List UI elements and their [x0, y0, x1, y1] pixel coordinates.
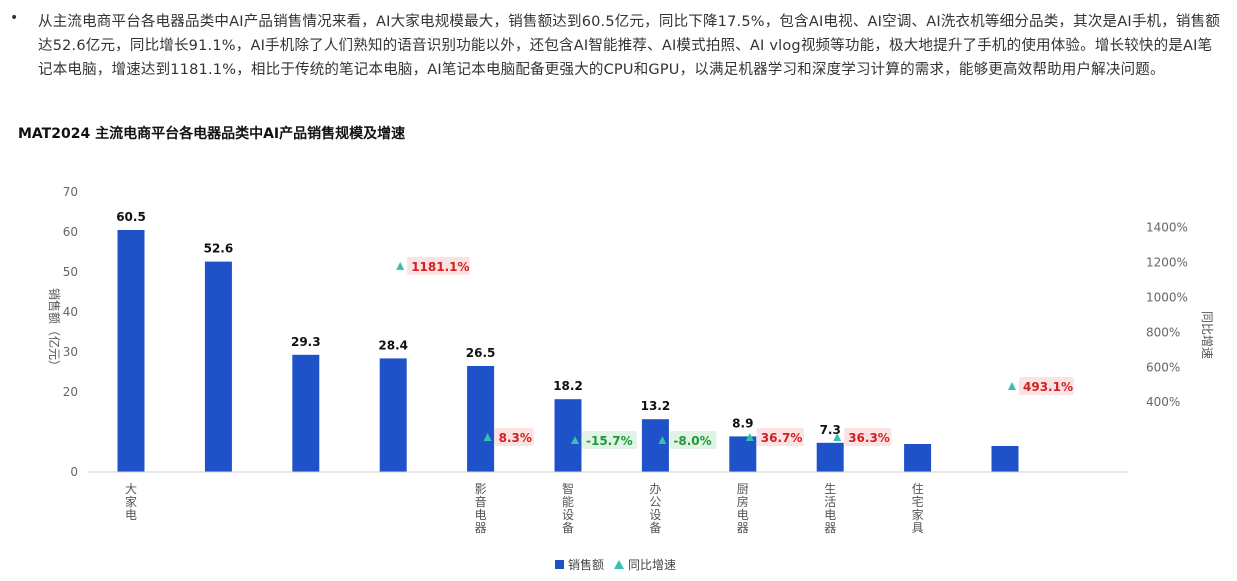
sales-data-label: 13.2 — [641, 399, 671, 413]
x-category-label: 设 — [562, 508, 574, 522]
sales-data-label: 28.4 — [378, 338, 408, 352]
y-tick-left: 30 — [63, 345, 78, 359]
growth-label-box — [582, 431, 637, 449]
sales-bar — [991, 446, 1019, 472]
growth-label-box — [844, 428, 892, 446]
sales-bar — [904, 444, 932, 472]
y-tick-left: 0 — [70, 465, 78, 479]
x-category-label: 活 — [824, 495, 836, 509]
growth-marker — [745, 433, 754, 441]
x-category-label: 器 — [824, 521, 836, 535]
x-category-label: 电 — [475, 508, 487, 522]
growth-data-label: 493.1% — [1023, 380, 1073, 394]
x-category-label: 电 — [737, 508, 749, 522]
x-category-label: 电 — [824, 508, 836, 522]
sales-bar — [816, 442, 844, 472]
sales-bar — [554, 399, 582, 472]
summary-text: 从主流电商平台各电器品类中AI产品销售情况来看，AI大家电规模最大，销售额达到6… — [38, 14, 1221, 78]
sales-data-label: 7.3 — [820, 423, 841, 437]
x-category-label: 生 — [824, 482, 836, 496]
x-category-label: 大 — [125, 482, 137, 496]
growth-marker — [483, 433, 492, 441]
sales-data-label: 29.3 — [291, 335, 321, 349]
growth-data-label: 36.3% — [848, 431, 890, 445]
y-axis-label-right: 同比增速 — [1200, 311, 1214, 359]
legend-triangle-swatch — [614, 560, 625, 569]
chart-legend: 销售额 同比增速 — [555, 556, 676, 573]
growth-data-label: -8.0% — [673, 434, 711, 448]
y-tick-right: 600% — [1146, 360, 1180, 374]
x-category-label: 智 — [562, 481, 574, 496]
sales-data-label: 52.6 — [204, 242, 234, 256]
sales-bar — [204, 261, 232, 472]
x-category-label: 公 — [649, 495, 661, 509]
growth-marker — [658, 436, 667, 444]
growth-label-box — [669, 431, 717, 449]
x-category-label: 器 — [475, 521, 487, 535]
growth-data-label: 36.7% — [761, 431, 803, 445]
x-category-label: 房 — [737, 494, 749, 509]
y-tick-right: 1200% — [1146, 256, 1188, 270]
x-category-label: 具 — [912, 521, 924, 535]
sales-bar — [292, 354, 320, 472]
x-category-label: 厨 — [737, 482, 749, 496]
y-tick-left: 50 — [63, 265, 78, 279]
x-category-label: 家 — [912, 507, 924, 522]
legend-bar-swatch — [555, 560, 564, 569]
growth-label-box — [756, 428, 804, 446]
growth-label-box — [1019, 376, 1074, 395]
x-category-label: 宅 — [912, 494, 924, 509]
sales-data-label: 18.2 — [553, 379, 583, 393]
sales-bar — [641, 419, 669, 472]
sales-data-label: 60.5 — [116, 210, 146, 224]
chart-title: MAT2024 主流电商平台各电器品类中AI产品销售规模及增速 — [18, 126, 406, 142]
x-category-label: 影 — [475, 482, 487, 496]
y-tick-left: 70 — [63, 185, 78, 199]
growth-data-label: 1181.1% — [411, 260, 469, 274]
summary-paragraph: • 从主流电商平台各电器品类中AI产品销售情况来看，AI大家电规模最大，销售额达… — [10, 10, 1225, 82]
sales-bar — [379, 358, 407, 472]
growth-data-label: 8.3% — [499, 431, 532, 445]
x-category-label: 设 — [649, 508, 661, 522]
x-category-label: 住 — [912, 482, 924, 496]
y-tick-right: 400% — [1146, 395, 1180, 409]
growth-marker — [571, 436, 579, 444]
y-tick-right: 1400% — [1146, 221, 1188, 235]
growth-label-box — [407, 256, 470, 275]
x-category-label: 办 — [649, 481, 661, 496]
x-category-label: 器 — [737, 521, 749, 535]
x-category-label: 电 — [125, 508, 137, 522]
x-category-label: 音 — [475, 494, 487, 509]
growth-label-box — [494, 428, 534, 446]
sales-data-label: 26.5 — [466, 346, 496, 360]
growth-marker — [833, 433, 842, 441]
x-category-label: 家 — [125, 494, 137, 509]
y-tick-right: 800% — [1146, 325, 1180, 339]
y-tick-left: 60 — [63, 225, 78, 239]
sales-data-label: 8.9 — [732, 416, 753, 430]
y-tick-right: 1000% — [1146, 291, 1188, 305]
growth-data-label: -15.7% — [586, 434, 633, 448]
y-tick-left: 40 — [63, 305, 78, 319]
growth-marker — [1008, 381, 1016, 390]
y-axis-label-left: 销售额（亿元） — [47, 288, 62, 372]
x-category-label: 备 — [649, 521, 661, 535]
x-category-label: 备 — [562, 521, 574, 535]
sales-bar — [117, 230, 145, 472]
legend-item-sales: 销售额 — [568, 558, 605, 572]
y-tick-left: 20 — [63, 385, 78, 399]
growth-marker — [396, 261, 405, 270]
x-category-label: 能 — [562, 495, 574, 509]
sales-bar — [729, 436, 757, 472]
legend-item-growth: 同比增速 — [628, 558, 677, 572]
sales-bar — [467, 366, 495, 472]
bullet-marker: • — [10, 10, 19, 26]
